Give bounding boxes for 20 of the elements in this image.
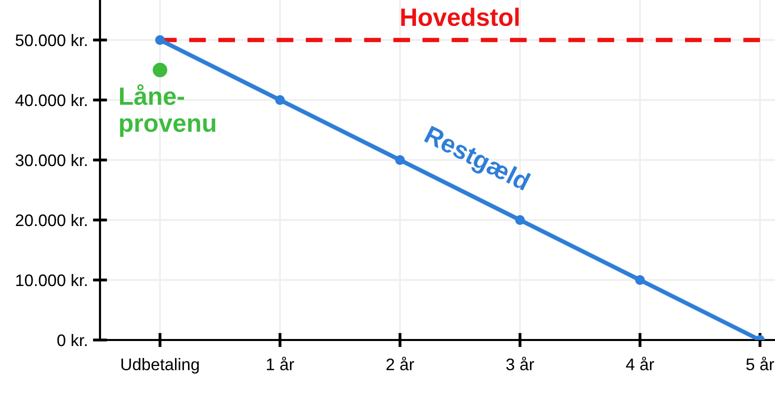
y-tick-label: 30.000 kr. — [16, 154, 87, 166]
series-label: Låne- provenu — [120, 84, 216, 137]
x-tick-label: Udbetaling — [121, 358, 199, 374]
ref-line-label: Hovedstol — [401, 8, 519, 26]
y-tick-label: 40.000 kr. — [15, 94, 87, 106]
point — [152, 62, 168, 78]
point — [515, 215, 525, 225]
x-tick-label: 1 år — [266, 356, 294, 370]
point — [395, 155, 405, 165]
point — [155, 35, 165, 45]
y-tick-label: 20.000 kr. — [16, 214, 87, 226]
y-tick-label: 10.000 kr. — [16, 274, 87, 286]
point — [635, 275, 645, 285]
point — [275, 95, 285, 105]
y-tick-label: 0 kr. — [57, 334, 87, 346]
x-tick-label: 3 år — [506, 356, 534, 370]
x-tick-label: 2 år — [386, 356, 414, 370]
y-tick-label: 50.000 kr. — [16, 34, 87, 46]
x-tick-label: 5 år — [746, 356, 774, 370]
x-tick-label: 4 år — [626, 356, 654, 370]
